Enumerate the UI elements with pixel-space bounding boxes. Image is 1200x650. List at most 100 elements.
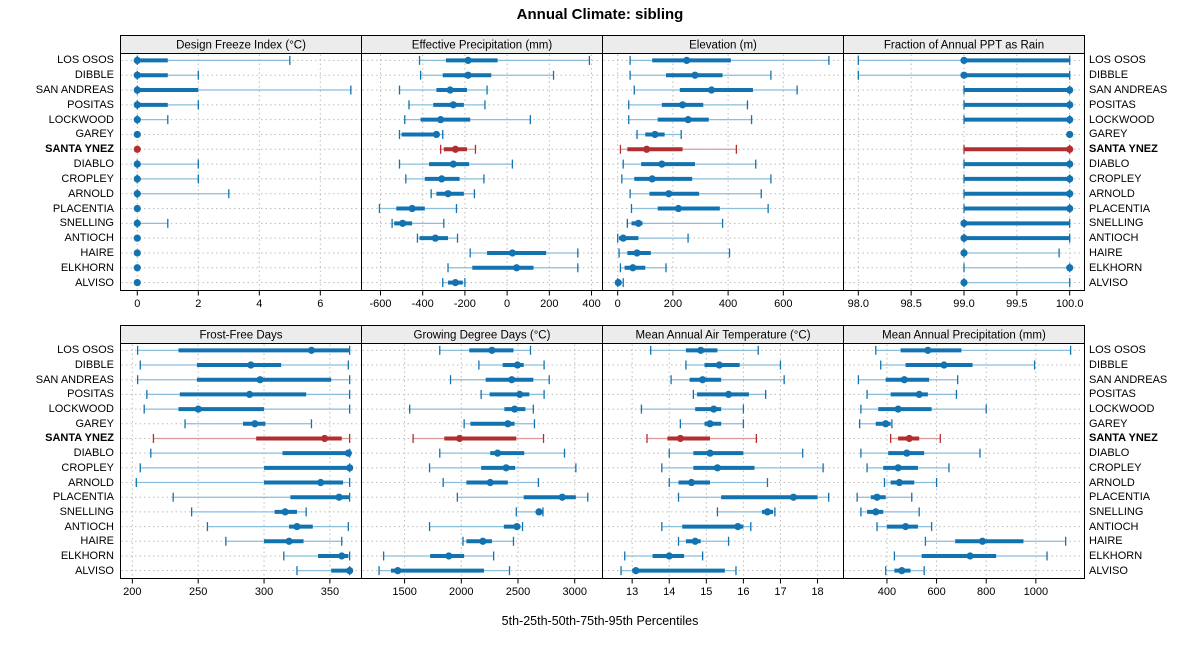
median-dot: [502, 464, 510, 472]
percentile-row-elkhorn: [619, 263, 667, 273]
median-dot: [629, 264, 637, 272]
percentile-row-haire: [133, 249, 141, 257]
median-dot: [444, 190, 452, 198]
median-dot: [1066, 190, 1074, 198]
percentile-row-san-andreas: [449, 375, 550, 385]
percentile-row-los-osos: [136, 345, 351, 355]
median-dot: [513, 264, 521, 272]
median-dot: [133, 56, 141, 65]
percentile-row-diablo: [439, 448, 566, 458]
median-dot: [456, 434, 464, 443]
median-dot: [614, 278, 622, 287]
percentile-row-elkhorn: [893, 551, 1048, 561]
site-label-right-cropley: CROPLEY: [1089, 462, 1142, 474]
highlight-percentile-row-santa-ynez: [619, 144, 738, 154]
median-dot: [706, 449, 714, 457]
percentile-row-alviso: [614, 278, 624, 288]
percentile-row-snelling: [860, 507, 920, 517]
percentile-row-alviso: [885, 566, 925, 576]
percentile-row-diablo: [133, 159, 199, 169]
percentile-row-positas: [480, 389, 545, 399]
site-label-right-san-andreas: SAN ANDREAS: [1089, 84, 1168, 96]
percentile-row-elkhorn: [382, 551, 495, 561]
percentile-row-lockwood: [143, 404, 351, 414]
median-dot: [894, 464, 902, 472]
percentile-row-san-andreas: [633, 85, 798, 95]
median-dot: [508, 376, 516, 384]
site-label-left-dibble: DIBBLE: [74, 359, 114, 371]
axis-tick-label: 4: [256, 298, 262, 310]
percentile-row-garey: [1066, 130, 1074, 139]
median-dot: [133, 160, 141, 168]
axis-tick-label: 0: [504, 298, 510, 310]
percentile-row-snelling: [391, 218, 445, 228]
percentile-row-alviso: [296, 566, 354, 576]
median-dot: [710, 405, 718, 413]
median-dot: [446, 86, 454, 94]
percentile-row-cropley: [963, 174, 1074, 184]
percentile-row-lockwood: [404, 115, 531, 125]
site-label-right-dibble: DIBBLE: [1089, 359, 1129, 371]
site-label-right-lockwood: LOCKWOOD: [1089, 403, 1155, 415]
percentile-row-diablo: [860, 448, 981, 458]
percentile-row-garey: [463, 419, 536, 429]
median-dot: [535, 508, 543, 516]
percentile-row-cropley: [405, 174, 485, 184]
axis-tick-label: 17: [774, 586, 786, 598]
median-dot: [1066, 175, 1074, 183]
median-dot: [511, 405, 519, 413]
percentile-row-alviso: [620, 566, 737, 576]
axis-tick-label: 800: [977, 586, 995, 598]
median-dot: [676, 434, 684, 443]
median-dot: [335, 493, 343, 501]
axis-tick-label: 250: [189, 586, 207, 598]
percentile-row-placentia: [630, 204, 769, 214]
site-label-right-haire: HAIRE: [1089, 247, 1123, 259]
percentile-row-alviso: [960, 278, 1071, 288]
median-dot: [763, 508, 772, 516]
median-dot: [674, 204, 683, 213]
percentile-row-snelling: [716, 507, 776, 517]
median-dot: [451, 278, 460, 287]
percentile-row-san-andreas: [398, 85, 488, 95]
median-dot: [724, 390, 733, 399]
median-dot: [194, 405, 202, 413]
median-dot: [504, 420, 512, 428]
panel-frame: [120, 53, 362, 291]
percentile-row-arnold: [963, 189, 1074, 199]
site-label-left-santa-ynez: SANTA YNEZ: [45, 143, 114, 155]
median-dot: [978, 537, 987, 545]
axis-tick-label: 1500: [392, 586, 416, 598]
site-label-left-antioch: ANTIOCH: [64, 521, 115, 533]
median-dot: [247, 361, 255, 369]
percentile-row-elkhorn: [624, 551, 704, 561]
percentile-row-san-andreas: [857, 375, 959, 385]
site-label-left-garey: GAREY: [75, 418, 114, 430]
median-dot: [344, 449, 352, 457]
median-dot: [905, 434, 913, 443]
percentile-row-antioch: [428, 522, 524, 532]
median-dot: [960, 249, 968, 257]
percentile-row-garey: [133, 130, 141, 139]
median-dot: [321, 434, 329, 443]
percentile-row-antioch: [876, 522, 933, 532]
site-label-left-dibble: DIBBLE: [74, 69, 114, 81]
site-label-right-santa-ynez: SANTA YNEZ: [1089, 432, 1158, 444]
median-dot: [408, 204, 416, 213]
median-dot: [697, 346, 705, 354]
site-label-left-arnold: ARNOLD: [68, 188, 114, 200]
median-dot: [707, 86, 716, 94]
median-dot: [449, 101, 457, 109]
median-dot: [665, 552, 673, 560]
percentile-row-diablo: [668, 448, 804, 458]
panel-mean-annual-precipitation-mm-: Mean Annual Precipitation (mm) 400 600 800 1…: [843, 325, 1085, 602]
median-dot: [678, 101, 687, 109]
site-label-left-lockwood: LOCKWOOD: [48, 403, 114, 415]
median-dot: [734, 522, 742, 531]
site-label-right-elkhorn: ELKHORN: [1089, 550, 1143, 562]
median-dot: [915, 390, 923, 399]
percentile-row-garey: [858, 419, 893, 429]
percentile-row-los-osos: [875, 345, 1072, 355]
percentile-row-los-osos: [629, 55, 830, 65]
percentile-row-antioch: [416, 233, 459, 243]
